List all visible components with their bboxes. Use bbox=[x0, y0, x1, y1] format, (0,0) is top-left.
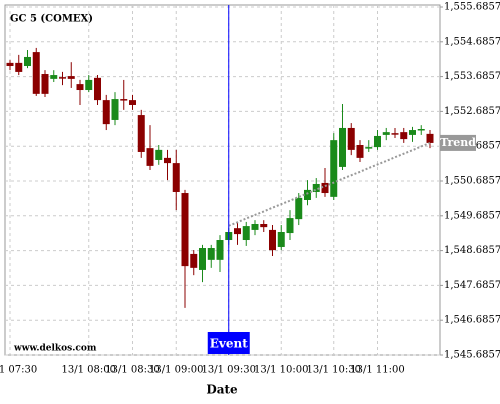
candle-body bbox=[242, 226, 250, 241]
y-tick-label: 1,555.6857 bbox=[444, 2, 500, 13]
candle-body bbox=[260, 224, 268, 228]
plot-area bbox=[4, 4, 441, 356]
candle-body bbox=[67, 76, 75, 79]
candle-body bbox=[102, 100, 110, 125]
trend-label: Trend bbox=[440, 136, 476, 149]
candle-body bbox=[164, 157, 171, 164]
candle-body bbox=[137, 115, 145, 152]
candle-body bbox=[172, 163, 180, 192]
candle-body bbox=[50, 75, 58, 79]
x-tick-label: 13/1 09:00 bbox=[149, 365, 203, 376]
candle-body bbox=[15, 62, 23, 72]
candle-body bbox=[129, 100, 136, 105]
x-tick-label: 13/1 07:30 bbox=[0, 365, 37, 376]
y-tick-label: 1,546.6857 bbox=[444, 315, 500, 326]
candle-body bbox=[409, 130, 416, 135]
candle-body bbox=[339, 127, 346, 167]
candle-body bbox=[356, 145, 364, 158]
y-tick-label: 1,545.6857 bbox=[444, 350, 500, 361]
candle-body bbox=[365, 147, 373, 149]
candle-body bbox=[120, 99, 128, 101]
candle-body bbox=[426, 133, 434, 143]
x-axis-title: Date bbox=[206, 383, 238, 397]
candle-body bbox=[417, 128, 425, 131]
candle-body bbox=[400, 132, 408, 140]
candle-body bbox=[382, 132, 390, 135]
candle-body bbox=[347, 127, 355, 150]
candle-body bbox=[269, 229, 276, 251]
x-tick-label: 13/1 11:00 bbox=[350, 365, 404, 376]
event-label: Event bbox=[210, 337, 248, 351]
candle-body bbox=[321, 182, 329, 194]
candle-body bbox=[32, 52, 40, 94]
candle-body bbox=[295, 197, 303, 220]
candle-body bbox=[6, 62, 14, 67]
marks bbox=[6, 47, 434, 308]
y-tick-label: 1,547.6857 bbox=[444, 280, 500, 291]
candle-body bbox=[374, 135, 381, 148]
x-tick-label: 13/1 10:00 bbox=[254, 365, 308, 376]
candle-body bbox=[146, 148, 154, 166]
y-tick-label: 1,550.6857 bbox=[444, 176, 500, 187]
candle-body bbox=[24, 56, 31, 67]
y-tick-label: 1,554.6857 bbox=[444, 36, 500, 47]
x-tick-label: 13/1 10:30 bbox=[307, 365, 361, 376]
candle-body bbox=[76, 84, 84, 91]
y-tick-label: 1,552.6857 bbox=[444, 106, 500, 117]
candle-body bbox=[94, 77, 101, 101]
candle-body bbox=[234, 228, 241, 235]
candle-body bbox=[304, 189, 311, 200]
candle-body bbox=[85, 79, 93, 91]
candle-body bbox=[181, 193, 189, 267]
y-tick-label: 1,548.6857 bbox=[444, 245, 500, 256]
event-label-box bbox=[207, 332, 250, 354]
candle-body bbox=[286, 218, 294, 234]
chart-title: GC 5 (COMEX) bbox=[10, 14, 93, 25]
candle-body bbox=[312, 183, 320, 192]
y-tick-label: 1,549.6857 bbox=[444, 210, 500, 221]
candle-body bbox=[41, 74, 49, 94]
x-tick-label: 13/1 08:30 bbox=[105, 365, 159, 376]
candle-body bbox=[391, 133, 399, 135]
candle-body bbox=[251, 224, 259, 230]
candle-body bbox=[277, 232, 285, 247]
candle-body bbox=[190, 253, 198, 268]
watermark: www.delkos.com bbox=[13, 344, 97, 354]
candle-body bbox=[199, 248, 206, 270]
y-tick-label: 1,553.6857 bbox=[444, 71, 500, 82]
candle-body bbox=[330, 140, 338, 197]
candle-body bbox=[155, 149, 163, 160]
x-tick-label: 13/1 08:00 bbox=[62, 365, 116, 376]
trend-line bbox=[228, 141, 431, 227]
candle-body bbox=[111, 99, 119, 120]
candle-body bbox=[207, 248, 215, 260]
candle-body bbox=[59, 77, 66, 79]
x-tick-label: 13/1 09:30 bbox=[202, 365, 256, 376]
candle-body bbox=[216, 240, 224, 260]
trend-label-box bbox=[440, 134, 476, 151]
